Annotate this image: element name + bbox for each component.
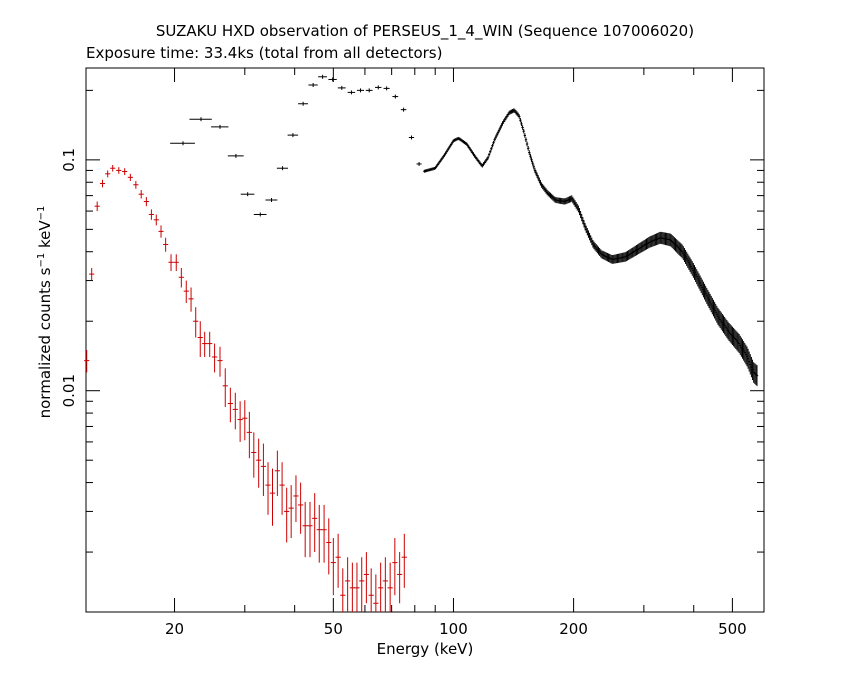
y-axis-label-exp1: −1 bbox=[36, 252, 47, 268]
y-axis-label-mid: keV bbox=[36, 220, 54, 253]
y-axis-label: normalized counts s−1 keV−1 bbox=[36, 206, 54, 419]
chart-subtitle: Exposure time: 33.4ks (total from all de… bbox=[86, 44, 443, 62]
y-tick-label: 0.1 bbox=[60, 148, 78, 172]
x-tick-label: 200 bbox=[559, 620, 588, 638]
y-axis-label-main: normalized counts s bbox=[36, 267, 54, 419]
x-tick-label: 100 bbox=[439, 620, 468, 638]
x-tick-label: 50 bbox=[324, 620, 343, 638]
plot-frame bbox=[85, 67, 765, 613]
chart-title: SUZAKU HXD observation of PERSEUS_1_4_WI… bbox=[155, 22, 695, 40]
x-tick-label: 500 bbox=[718, 620, 747, 638]
y-axis-label-exp2: −1 bbox=[36, 205, 47, 221]
x-axis-label: Energy (keV) bbox=[376, 640, 474, 658]
x-tick-label: 20 bbox=[165, 620, 184, 638]
y-tick-label: 0.01 bbox=[60, 374, 78, 407]
